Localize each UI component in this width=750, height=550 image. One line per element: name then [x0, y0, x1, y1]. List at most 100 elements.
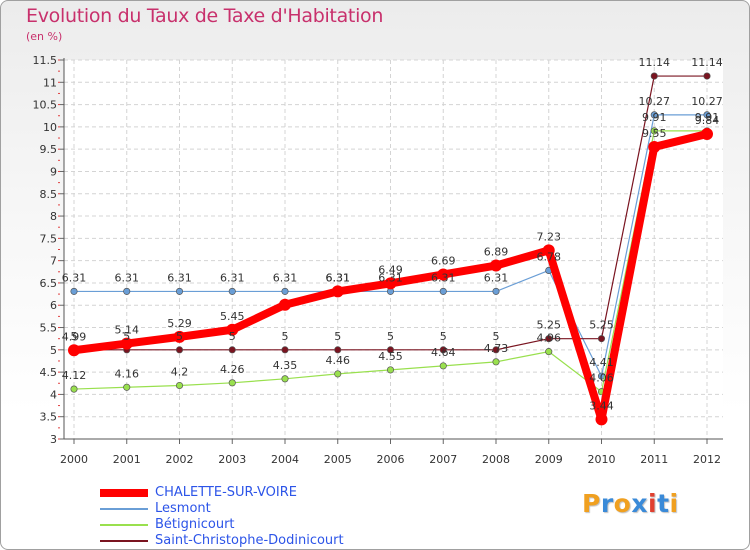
y-tick-label: 8.5	[40, 188, 58, 201]
data-point	[281, 375, 289, 383]
data-label: 6.31	[115, 271, 140, 284]
legend-swatch	[100, 508, 148, 510]
y-tick-label: 3.5	[40, 411, 58, 424]
data-label: 9.84	[695, 114, 720, 127]
data-point	[545, 335, 553, 343]
data-label: 11.14	[639, 56, 671, 69]
x-tick-label: 2011	[640, 453, 668, 466]
data-label: 5	[176, 330, 183, 343]
data-point	[279, 298, 291, 311]
data-label: 6.69	[431, 254, 456, 267]
data-label: 5	[282, 330, 289, 343]
plot-area	[64, 60, 723, 439]
data-point	[228, 287, 236, 295]
data-point	[281, 346, 289, 354]
data-label: 5	[440, 330, 447, 343]
data-point	[226, 323, 239, 336]
data-point	[175, 381, 184, 390]
data-label: 6.31	[220, 271, 245, 284]
data-point	[439, 346, 447, 354]
logo-letter: x	[631, 489, 648, 518]
y-tick-label: 6	[50, 299, 57, 312]
data-point	[386, 346, 395, 354]
y-tick-label: 7.5	[40, 232, 58, 245]
data-label: 9.55	[642, 127, 667, 140]
data-point	[331, 285, 344, 298]
data-label: 4.16	[115, 367, 140, 380]
data-point	[123, 287, 131, 295]
legend-label: CHALETTE-SUR-VOIRE	[155, 485, 297, 500]
y-tick-label: 3	[50, 433, 57, 446]
x-tick-label: 2006	[377, 453, 405, 466]
data-label: 4.96	[537, 332, 562, 345]
data-point	[437, 268, 450, 281]
data-label: 6.31	[167, 271, 192, 284]
data-point	[70, 287, 78, 295]
data-label: 6.49	[378, 263, 403, 276]
data-point	[439, 362, 447, 370]
data-label: 4.35	[273, 359, 298, 372]
data-label: 6.31	[326, 271, 351, 284]
legend-label: Bétignicourt	[155, 517, 235, 532]
data-label: 3.44	[589, 399, 614, 412]
data-label: 6.89	[484, 246, 509, 259]
data-label: 6.31	[378, 271, 403, 284]
data-label: 5	[71, 330, 78, 343]
data-label: 5	[493, 330, 500, 343]
data-point	[68, 344, 80, 357]
legend-label: Saint-Christophe-Dodinicourt	[155, 533, 344, 548]
legend-swatch	[100, 540, 148, 542]
x-tick-label: 2007	[429, 453, 457, 466]
data-point	[228, 346, 236, 354]
data-label: 4.73	[484, 342, 509, 355]
data-point	[70, 385, 78, 393]
data-label: 4.2	[171, 365, 189, 378]
data-label: 4.55	[378, 350, 403, 363]
data-point	[334, 346, 342, 354]
x-tick-label: 2009	[535, 453, 563, 466]
logo-letter: o	[613, 489, 632, 518]
data-label: 6.31	[326, 271, 351, 284]
data-point	[439, 287, 447, 295]
data-point	[703, 111, 711, 119]
proxiti-logo: Proxiti	[582, 489, 679, 518]
data-point	[542, 244, 555, 257]
data-label: 4.41	[589, 356, 614, 369]
data-point	[703, 72, 711, 80]
y-tick-label: 10	[43, 121, 57, 134]
data-point	[648, 140, 661, 153]
x-tick-label: 2005	[324, 453, 352, 466]
data-point	[545, 348, 553, 356]
data-point	[173, 330, 186, 343]
y-tick-label: 4	[50, 388, 57, 401]
data-label: 5.25	[589, 319, 614, 332]
logo-letter: i	[648, 489, 658, 518]
data-label: 5.45	[220, 310, 245, 323]
data-label: 5.29	[167, 317, 192, 330]
data-point	[701, 128, 713, 141]
y-tick-label: 6.5	[40, 277, 58, 290]
data-point	[595, 413, 608, 426]
data-label: 10.27	[639, 95, 671, 108]
y-tick-label: 8	[50, 210, 57, 223]
y-tick-label: 4.5	[40, 366, 58, 379]
y-tick-label: 11.5	[33, 54, 58, 67]
data-label: 7.23	[537, 230, 562, 243]
data-label: 10.27	[691, 95, 723, 108]
y-tick-label: 5	[50, 344, 57, 357]
data-label: 4.26	[220, 363, 245, 376]
data-point	[386, 366, 395, 374]
data-point	[281, 287, 289, 295]
data-label: 9.91	[642, 111, 667, 124]
x-tick-label: 2001	[113, 453, 141, 466]
data-point	[120, 337, 133, 350]
data-label: 6.31	[484, 271, 509, 284]
data-label: 5.25	[537, 319, 562, 332]
data-label: 4.12	[62, 369, 87, 382]
y-tick-label: 7	[50, 255, 57, 268]
y-tick-label: 10.5	[33, 99, 58, 112]
data-label: 6.78	[537, 250, 562, 263]
data-point	[384, 277, 397, 290]
legend-swatch	[100, 489, 148, 497]
